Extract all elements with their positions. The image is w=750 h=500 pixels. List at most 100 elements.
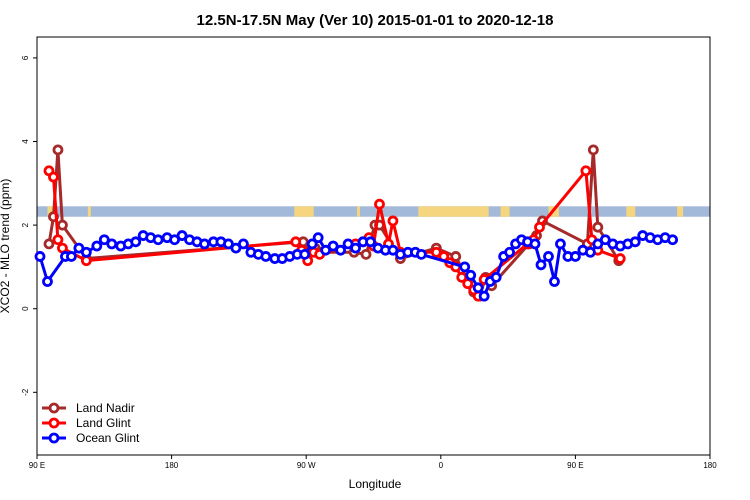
data-point bbox=[312, 232, 324, 244]
land-segment bbox=[294, 206, 314, 217]
data-point bbox=[472, 282, 484, 294]
data-point bbox=[52, 144, 64, 156]
data-point bbox=[48, 171, 59, 183]
data-point bbox=[320, 244, 332, 256]
data-point bbox=[237, 238, 249, 250]
data-point bbox=[587, 144, 599, 156]
data-point bbox=[599, 234, 611, 246]
legend-label: Land Nadir bbox=[76, 401, 135, 415]
land-segment bbox=[87, 206, 91, 217]
plot-frame bbox=[36, 36, 711, 456]
data-point bbox=[504, 246, 515, 258]
x-tick-label: 180 bbox=[703, 461, 717, 470]
data-point bbox=[73, 242, 85, 254]
data-point bbox=[57, 242, 68, 254]
legend-marker bbox=[48, 417, 60, 429]
data-point bbox=[374, 198, 385, 210]
x-axis-label: Longitude bbox=[349, 477, 402, 491]
y-tick-label: 4 bbox=[21, 139, 30, 144]
data-point bbox=[299, 248, 311, 260]
legend-label: Land Glint bbox=[76, 416, 131, 430]
x-tick-label: 90 E bbox=[29, 461, 45, 470]
data-point bbox=[169, 234, 180, 246]
y-tick-label: 6 bbox=[21, 55, 30, 60]
data-point bbox=[306, 238, 318, 250]
data-point bbox=[290, 236, 302, 248]
data-point bbox=[629, 236, 641, 248]
land-ocean-band bbox=[37, 206, 710, 217]
data-point bbox=[459, 261, 471, 273]
data-point bbox=[350, 242, 361, 254]
data-point bbox=[335, 244, 346, 256]
data-point bbox=[534, 221, 545, 233]
data-point bbox=[387, 215, 399, 227]
land-segment bbox=[418, 206, 489, 217]
legend-marker bbox=[48, 402, 60, 414]
data-point bbox=[415, 248, 427, 260]
data-point bbox=[592, 221, 604, 233]
data-point bbox=[199, 238, 210, 250]
data-point bbox=[80, 246, 92, 258]
data-point bbox=[360, 248, 372, 260]
data-point bbox=[529, 238, 541, 250]
data-point bbox=[223, 238, 234, 250]
data-point bbox=[260, 251, 272, 262]
data-point bbox=[387, 244, 399, 256]
data-point bbox=[130, 236, 142, 248]
legend-marker bbox=[48, 432, 60, 444]
data-point bbox=[450, 251, 462, 262]
data-point bbox=[230, 242, 242, 254]
data-point bbox=[465, 269, 477, 281]
data-point bbox=[342, 238, 354, 250]
data-point bbox=[535, 259, 547, 271]
data-point bbox=[91, 240, 103, 252]
data-point bbox=[106, 238, 118, 250]
data-point bbox=[365, 236, 376, 248]
y-tick-label: -2 bbox=[21, 388, 30, 396]
data-point bbox=[34, 251, 46, 262]
data-point bbox=[42, 276, 53, 287]
data-point bbox=[490, 271, 502, 283]
series-line bbox=[47, 148, 621, 298]
data-point bbox=[43, 238, 55, 250]
chart-title: 12.5N-17.5N May (Ver 10) 2015-01-01 to 2… bbox=[197, 12, 554, 29]
data-point bbox=[555, 238, 566, 250]
data-point bbox=[176, 230, 188, 241]
data-point bbox=[327, 240, 339, 252]
x-tick-label: 0 bbox=[439, 461, 444, 470]
land-segment bbox=[47, 206, 55, 217]
y-tick-label: 0 bbox=[21, 306, 30, 311]
land-segment bbox=[357, 206, 361, 217]
data-point bbox=[98, 234, 110, 246]
series-land-glint bbox=[43, 165, 626, 302]
data-point bbox=[614, 253, 626, 264]
ocean-band bbox=[37, 206, 710, 217]
land-segment bbox=[677, 206, 684, 217]
data-point bbox=[478, 290, 490, 302]
x-tick-label: 180 bbox=[165, 461, 179, 470]
series-ocean-glint bbox=[34, 230, 679, 302]
data-point bbox=[592, 238, 604, 250]
data-point bbox=[430, 246, 442, 258]
data-point bbox=[580, 165, 592, 177]
series-layer bbox=[34, 144, 679, 302]
y-axis-label: XCO2 - MLO trend (ppm) bbox=[0, 179, 12, 314]
y-tick-label: 2 bbox=[21, 222, 30, 227]
x-tick-label: 90 W bbox=[297, 461, 316, 470]
data-point bbox=[584, 246, 596, 258]
legend-label: Ocean Glint bbox=[76, 431, 140, 445]
axes: 90 E 180 90 W 0 90 E 180 -2 0 2 4 6 bbox=[21, 55, 717, 470]
data-point bbox=[65, 251, 77, 262]
data-point bbox=[52, 234, 64, 246]
data-point bbox=[543, 251, 554, 262]
land-segment bbox=[626, 206, 636, 217]
x-tick-label: 90 E bbox=[567, 461, 583, 470]
data-point bbox=[57, 219, 68, 231]
data-point bbox=[570, 251, 581, 262]
data-point bbox=[80, 255, 92, 267]
data-point bbox=[549, 276, 560, 287]
data-point bbox=[152, 234, 164, 246]
land-segment bbox=[500, 206, 510, 217]
